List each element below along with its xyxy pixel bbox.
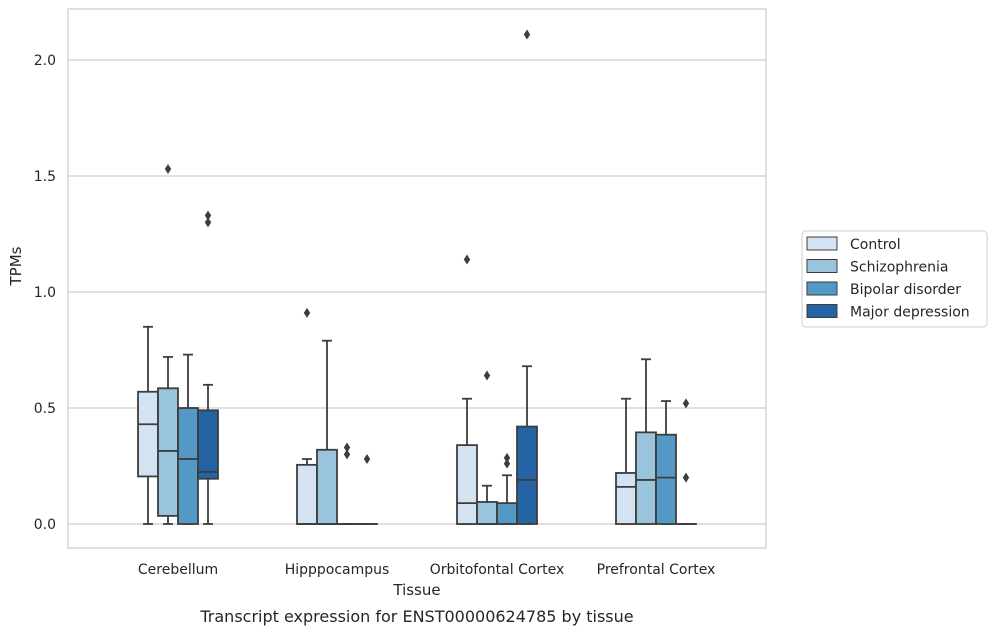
box-major-depression xyxy=(198,210,218,524)
box-bipolar-disorder xyxy=(497,453,517,524)
outlier-point xyxy=(683,398,689,408)
outlier-point xyxy=(304,308,310,318)
box-iqr xyxy=(517,427,537,524)
y-tick-labels: 0.0 0.5 1.0 1.5 2.0 xyxy=(34,53,56,533)
box-bipolar-disorder xyxy=(656,401,676,524)
outlier-point xyxy=(165,164,171,174)
x-tick-labels: Cerebellum Hipppocampus Orbitofontal Corte… xyxy=(138,562,715,578)
y-tick-label: 0.0 xyxy=(34,517,56,533)
box-series xyxy=(138,29,696,524)
x-tick-label: Prefrontal Cortex xyxy=(597,562,716,578)
legend-label: Schizophrenia xyxy=(850,260,948,276)
box-schizophrenia xyxy=(636,359,656,524)
box-iqr xyxy=(636,432,656,524)
x-tick-label: Cerebellum xyxy=(138,562,218,578)
y-axis-label: TPMs xyxy=(7,246,25,286)
box-schizophrenia xyxy=(158,164,178,524)
box-schizophrenia xyxy=(317,341,337,524)
outlier-point xyxy=(524,29,530,39)
legend-swatch xyxy=(807,237,837,250)
box-bipolar-disorder xyxy=(337,442,357,524)
box-iqr xyxy=(317,450,337,524)
y-tick-label: 1.5 xyxy=(34,169,56,185)
outlier-point xyxy=(464,255,470,265)
legend-swatch xyxy=(807,282,837,295)
box-iqr xyxy=(158,388,178,516)
outlier-point xyxy=(484,371,490,381)
box-control xyxy=(297,308,317,524)
legend-swatch xyxy=(807,305,837,318)
legend: Control Schizophrenia Bipolar disorder Majo… xyxy=(802,231,987,327)
box-major-depression xyxy=(357,454,377,524)
box-major-depression xyxy=(517,29,537,524)
box-iqr xyxy=(138,392,158,477)
box-control xyxy=(138,327,158,524)
outlier-point xyxy=(504,453,510,463)
outlier-point xyxy=(205,210,211,220)
y-tick-label: 2.0 xyxy=(34,53,56,69)
box-control xyxy=(616,399,636,524)
x-tick-label: Orbitofontal Cortex xyxy=(430,562,565,578)
box-iqr xyxy=(178,408,198,524)
x-tick-label: Hipppocampus xyxy=(285,562,390,578)
box-major-depression xyxy=(676,398,696,524)
box-iqr xyxy=(198,410,218,478)
outlier-point xyxy=(683,473,689,483)
legend-label: Bipolar disorder xyxy=(850,282,961,298)
box-schizophrenia xyxy=(477,371,497,524)
y-tick-label: 0.5 xyxy=(34,401,56,417)
legend-label: Control xyxy=(850,237,901,253)
box-bipolar-disorder xyxy=(178,355,198,524)
box-control xyxy=(457,255,477,524)
legend-swatch xyxy=(807,260,837,273)
box-iqr xyxy=(616,473,636,524)
outlier-point xyxy=(364,454,370,464)
box-iqr xyxy=(477,502,497,524)
box-iqr xyxy=(656,435,676,524)
outlier-point xyxy=(344,442,350,452)
legend-label: Major depression xyxy=(850,305,970,321)
x-axis-label: Tissue xyxy=(392,581,440,599)
box-iqr xyxy=(497,503,517,524)
box-iqr xyxy=(297,465,317,524)
chart-caption: Transcript expression for ENST0000062478… xyxy=(199,607,633,626)
y-tick-label: 1.0 xyxy=(34,285,56,301)
box-iqr xyxy=(457,445,477,524)
